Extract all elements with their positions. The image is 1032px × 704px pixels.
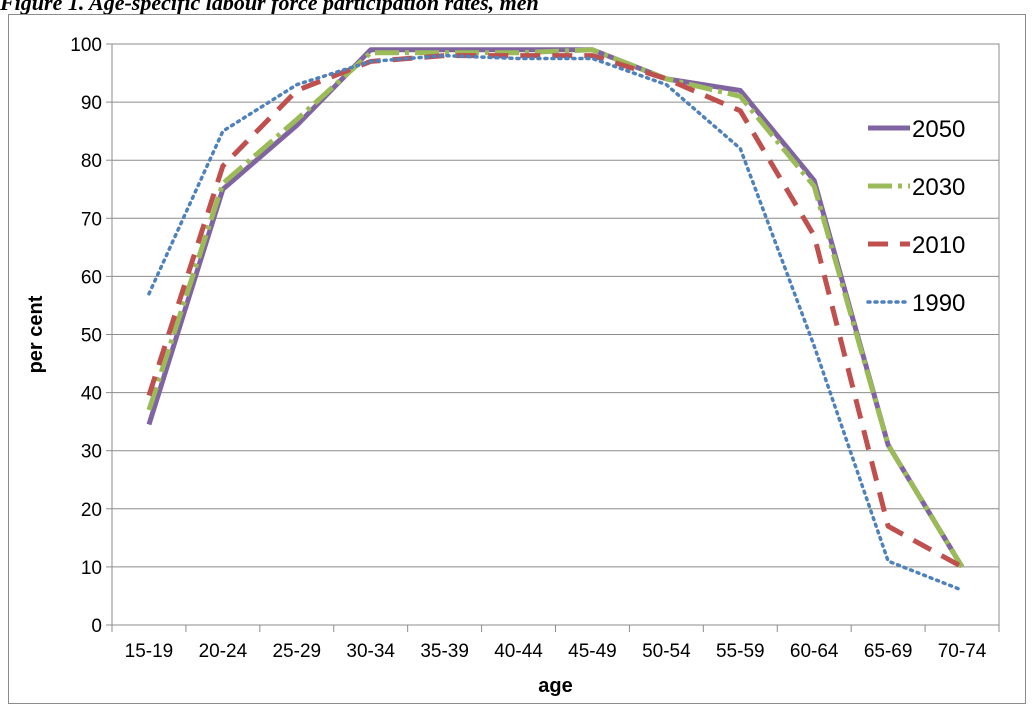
y-axis-ticks: 0 10 20 30 40 50 60 70 80 90 100 [70, 35, 112, 637]
y-axis-title: per cent [25, 295, 47, 373]
x-tick-label: 70-74 [938, 641, 987, 662]
y-tick-label: 50 [81, 326, 102, 347]
y-tick-label: 40 [81, 384, 102, 405]
legend-label: 1990 [912, 290, 965, 317]
series-lines [146, 47, 965, 592]
y-tick-label: 60 [81, 267, 102, 288]
legend: 2050 2030 2010 1990 [866, 116, 965, 317]
x-tick-label: 25-29 [272, 641, 321, 662]
y-tick-label: 10 [81, 558, 102, 579]
x-axis-ticks: 15-19 20-24 25-29 30-34 35-39 40-44 45-49 50-54… [111, 625, 1000, 662]
series-line-2010 [146, 53, 964, 570]
legend-label: 2030 [912, 174, 965, 201]
x-tick-label: 15-19 [125, 641, 174, 662]
y-tick-label: 0 [91, 616, 102, 637]
legend-label: 2010 [912, 232, 965, 259]
y-tick-label: 90 [81, 93, 102, 114]
x-tick-label: 20-24 [199, 641, 248, 662]
legend-label: 2050 [912, 116, 965, 143]
series-line-2050 [146, 47, 965, 569]
figure-caption: Figure 1. Age-specific labour force part… [0, 0, 539, 15]
y-tick-label: 70 [81, 209, 102, 230]
x-tick-label: 60-64 [790, 641, 839, 662]
chart-frame [8, 14, 1026, 704]
series-line-2030 [146, 47, 965, 569]
series-line-1990 [147, 53, 964, 592]
x-tick-label: 45-49 [568, 641, 617, 662]
x-tick-label: 65-69 [864, 641, 913, 662]
y-tick-label: 30 [81, 442, 102, 463]
x-tick-label: 55-59 [716, 641, 765, 662]
x-tick-label: 40-44 [494, 641, 543, 662]
x-tick-label: 35-39 [420, 641, 469, 662]
x-tick-label: 30-34 [346, 641, 395, 662]
gridlines [112, 43, 999, 626]
y-tick-label: 100 [70, 35, 102, 56]
x-tick-label: 50-54 [642, 641, 691, 662]
y-tick-label: 80 [81, 151, 102, 172]
y-tick-label: 20 [81, 500, 102, 521]
x-axis-title: age [538, 675, 572, 696]
